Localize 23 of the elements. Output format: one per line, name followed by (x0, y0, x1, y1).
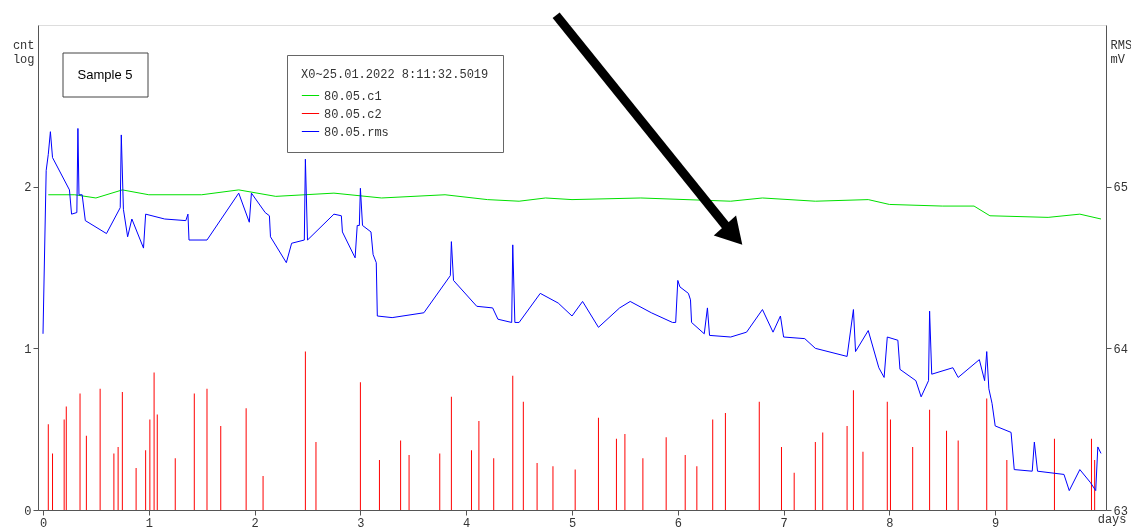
annotation: Sample 5 (77, 67, 133, 82)
line-series (42, 127, 1102, 492)
legend-label: 80.05.rms (324, 125, 389, 140)
x-tick-label: 9 (992, 516, 1000, 528)
legend-label: 80.05.c1 (324, 89, 382, 104)
x-tick-label: 4 (463, 516, 471, 528)
x-tick-label: 8 (886, 516, 894, 528)
y2-tick-label: 65 (1113, 181, 1128, 196)
y2-tick-label: 64 (1113, 342, 1128, 357)
x-tick-label: 6 (674, 516, 682, 528)
x-tick-label: 0 (39, 516, 48, 528)
x-tick-label: 1 (145, 516, 153, 528)
y-tick-label: 2 (24, 181, 32, 196)
legend-label: 80.05.c2 (324, 107, 382, 122)
legend-title: X0~25.01.2022 8:11:32.5019 (301, 68, 489, 82)
line-series (47, 189, 1102, 220)
x-tick-label: 2 (251, 516, 259, 528)
x-tick-label: 5 (568, 516, 577, 528)
y-tick-label: 1 (24, 342, 32, 357)
y2-axis-title: RMS mV (1110, 38, 1131, 67)
x-tick-label: 3 (357, 516, 365, 528)
y-axis-title: cnt log (12, 38, 35, 67)
x-tick-label: 7 (780, 516, 788, 528)
